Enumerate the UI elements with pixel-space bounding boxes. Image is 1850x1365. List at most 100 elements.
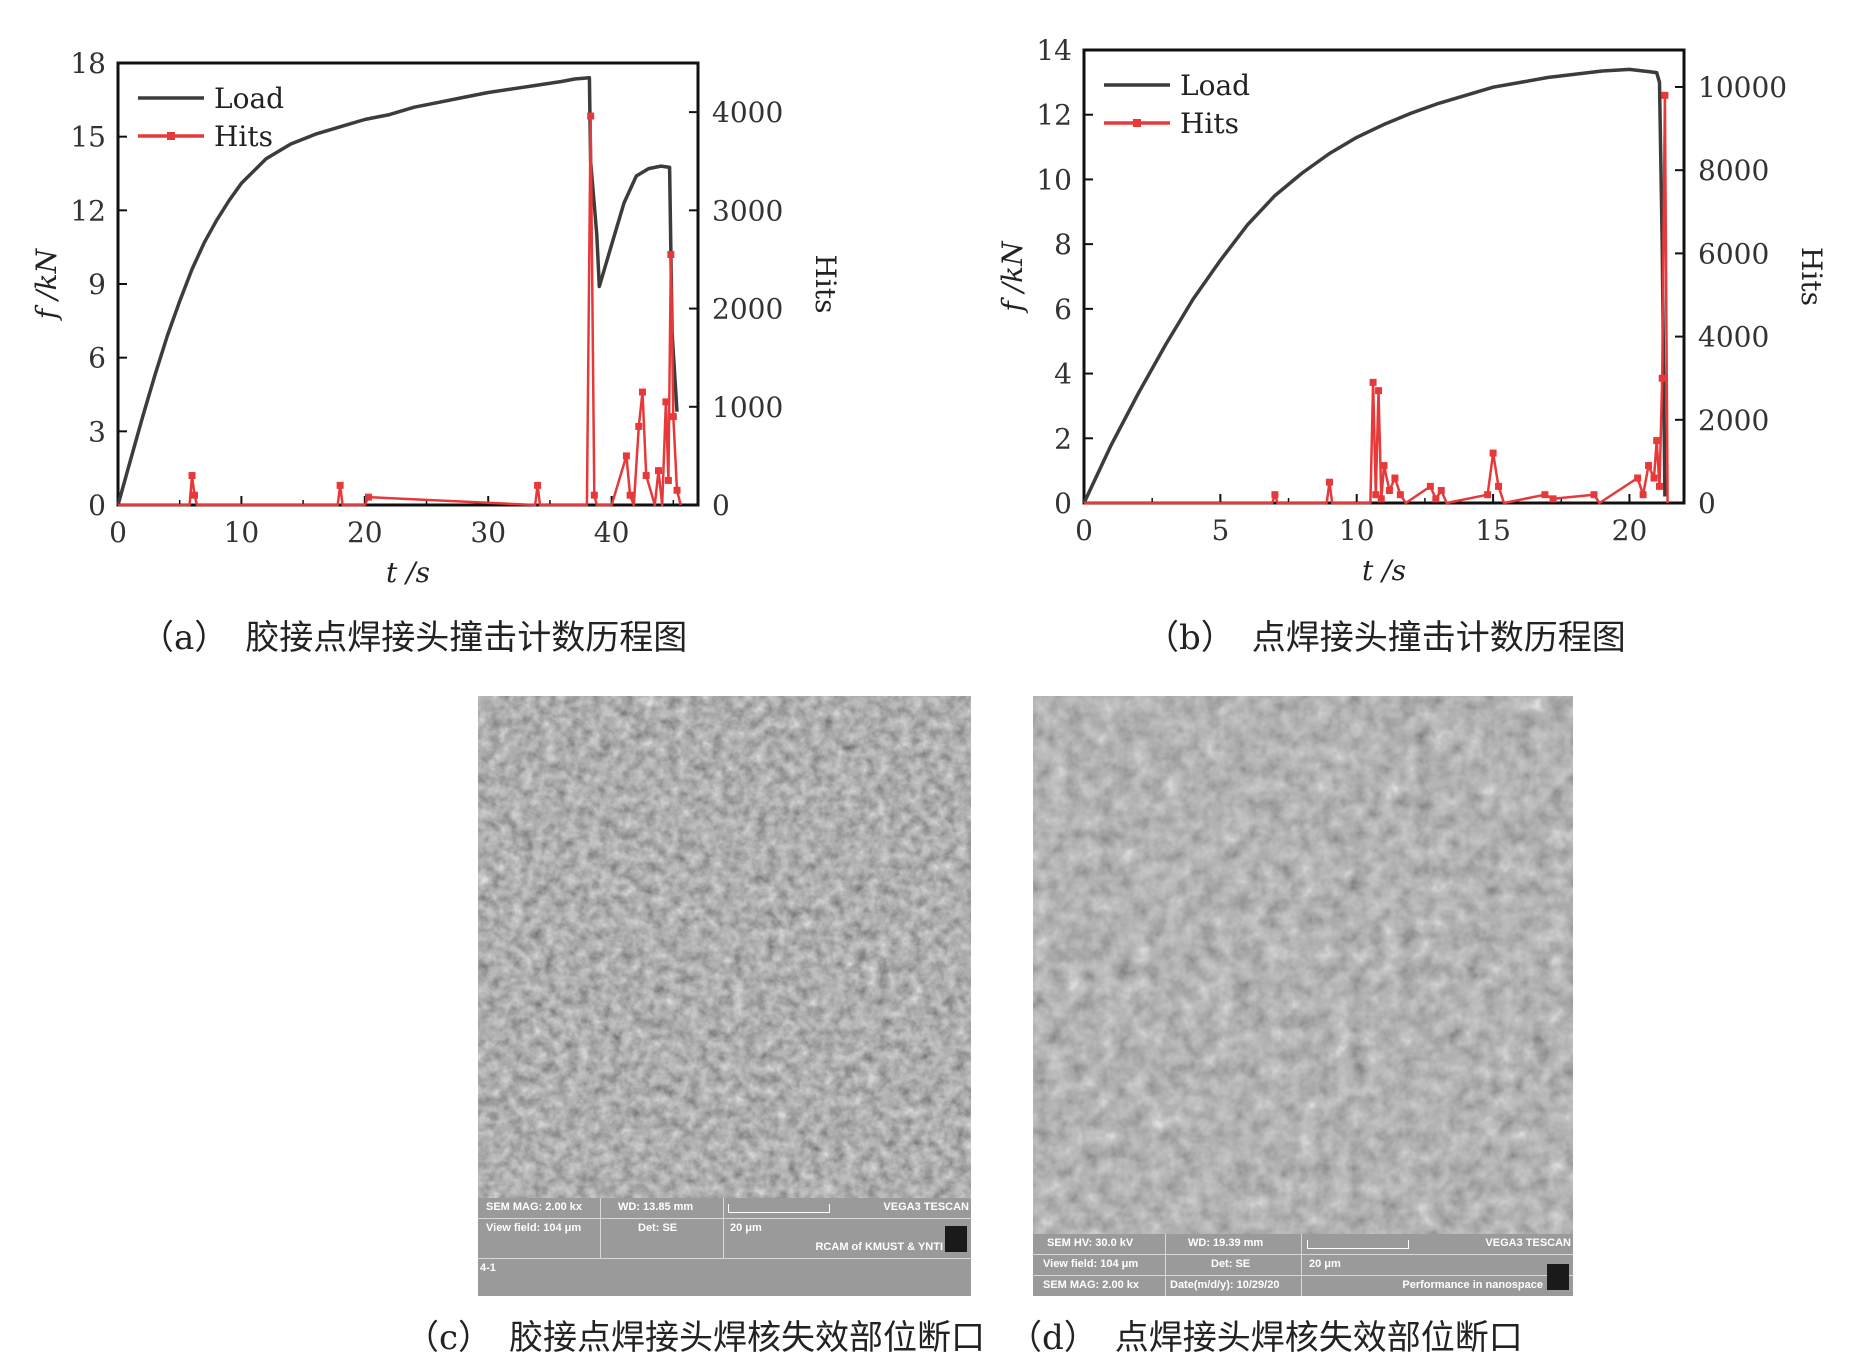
sem-image-c: SEM MAG: 2.00 kx WD: 13.85 mm VEGA3 TESC… [478,696,971,1296]
x-tick-label: 10 [224,516,260,549]
y2-tick-label: 0 [1698,487,1716,520]
hits-marker [1489,449,1497,457]
x-axis-label: t /s [386,556,430,589]
hits-marker [1426,482,1434,490]
hits-marker [1549,495,1557,503]
y-tick-label: 9 [88,268,106,301]
tescan-logo-d [1547,1264,1569,1290]
y2-tick-label: 3000 [712,194,783,227]
sem-mag-d: SEM MAG: 2.00 kx [1043,1279,1139,1291]
y-axis-label: f /kN [996,240,1029,314]
hits-marker [1271,491,1279,499]
y2-tick-label: 4000 [712,96,783,129]
hits-marker [188,472,196,480]
hits-marker [1653,437,1661,445]
hits-marker [622,452,630,460]
series-line-load [1082,67,1667,504]
hits-marker [638,388,646,396]
chart-b-load-hits: 0 5 10 15 20 0 2 4 6 8 10 12 14 0 2000 4000 6000 8000 1000… [996,34,1828,587]
hits-marker [1645,462,1653,470]
sem-image-d: SEM HV: 30.0 kV WD: 19.39 mm VEGA3 TESCA… [1033,696,1573,1296]
hits-marker [642,472,650,480]
hits-marker [1437,487,1445,495]
hits-marker [1380,462,1388,470]
hits-marker [1325,478,1333,486]
fracture-texture-c [478,696,971,1296]
hits-marker [365,493,373,501]
legend-marker [167,132,175,140]
hits-marker [336,481,344,489]
sem-wd-d: WD: 19.39 mm [1188,1237,1264,1249]
series-line-hits [1084,94,1669,505]
series-line-load [116,75,679,506]
legend-label-hits: Hits [1180,107,1239,140]
x-tick-label: 15 [1475,514,1511,547]
y-tick-label: 6 [1054,293,1072,326]
y2-tick-label: 2000 [712,293,783,326]
sem-sample-c: 4-1 [480,1262,496,1274]
y2-tick-label: 1000 [712,391,783,424]
hits-marker [1590,491,1598,499]
y2-axis-label: Hits [809,255,842,314]
hits-marker [626,491,634,499]
hits-marker [1661,91,1669,99]
scale-bar-d [1307,1240,1409,1249]
y-tick-label: 4 [1054,358,1072,391]
plot-frame [1082,48,1686,505]
y-tick-label: 10 [1036,163,1072,196]
sem-det-d: Det: SE [1211,1258,1251,1270]
hits-marker [1396,491,1404,499]
hits-marker [1650,474,1658,482]
sem-det-c: Det: SE [638,1222,678,1234]
hits-marker [1658,374,1666,382]
hits-marker [1432,495,1440,503]
sem-date-d: Date(m/d/y): 10/29/20 [1170,1279,1280,1291]
y-tick-label: 0 [88,489,106,522]
x-tick-label: 0 [1075,514,1093,547]
hits-marker [534,481,542,489]
sem-view-field-c: View field: 104 μm [486,1222,582,1234]
caption-c: （c） 胶接点焊接头焊核失效部位断口 [405,1318,986,1358]
y-tick-label: 0 [1054,487,1072,520]
fracture-texture-d [1033,696,1573,1296]
sem-info-bar-c: SEM MAG: 2.00 kx WD: 13.85 mm VEGA3 TESC… [478,1198,971,1296]
y2-tick-label: 0 [712,489,730,522]
sem-scale-label-c: 20 μm [730,1222,762,1234]
x-tick-label: 0 [109,516,127,549]
hits-marker [1634,474,1642,482]
hits-marker [191,491,199,499]
y-tick-label: 15 [70,121,106,154]
hits-marker [635,422,643,430]
y-tick-label: 18 [70,47,106,80]
x-tick-label: 40 [594,516,630,549]
x-tick-label: 20 [347,516,383,549]
x-tick-label: 30 [470,516,506,549]
y-tick-label: 14 [1036,34,1072,67]
hits-marker [673,486,681,494]
hits-marker [1375,387,1383,395]
hits-marker [664,476,672,484]
hits-marker [587,112,595,120]
sem-view-field-d: View field: 104 μm [1043,1258,1139,1270]
y2-tick-label: 4000 [1698,321,1769,354]
sem-slogan-d: Performance in nanospace [1402,1279,1543,1291]
y-tick-label: 12 [1036,99,1072,132]
sem-wd-c: WD: 13.85 mm [618,1201,694,1213]
x-axis-label: t /s [1362,554,1406,587]
chart-a-load-hits: 0 10 20 30 40 0 3 6 9 12 15 18 0 1000 2000 3000 4000 t /s… [30,47,842,589]
hits-marker [1639,491,1647,499]
hits-marker [1541,491,1549,499]
hits-marker [1391,474,1399,482]
y2-tick-label: 6000 [1698,237,1769,270]
sem-info-bar-d: SEM HV: 30.0 kV WD: 19.39 mm VEGA3 TESCA… [1033,1234,1573,1296]
legend-marker [1133,119,1141,127]
sem-scale-label-d: 20 μm [1309,1258,1341,1270]
caption-b: （b） 点焊接头撞击计数历程图 [1145,618,1626,658]
hits-marker [662,398,670,406]
caption-d: （d） 点焊接头焊核失效部位断口 [1008,1318,1523,1358]
y2-tick-label: 2000 [1698,404,1769,437]
scale-bar-c [728,1204,830,1213]
tescan-logo-c [945,1226,967,1252]
sem-mag-c: SEM MAG: 2.00 kx [486,1201,582,1213]
y2-tick-label: 10000 [1698,71,1787,104]
